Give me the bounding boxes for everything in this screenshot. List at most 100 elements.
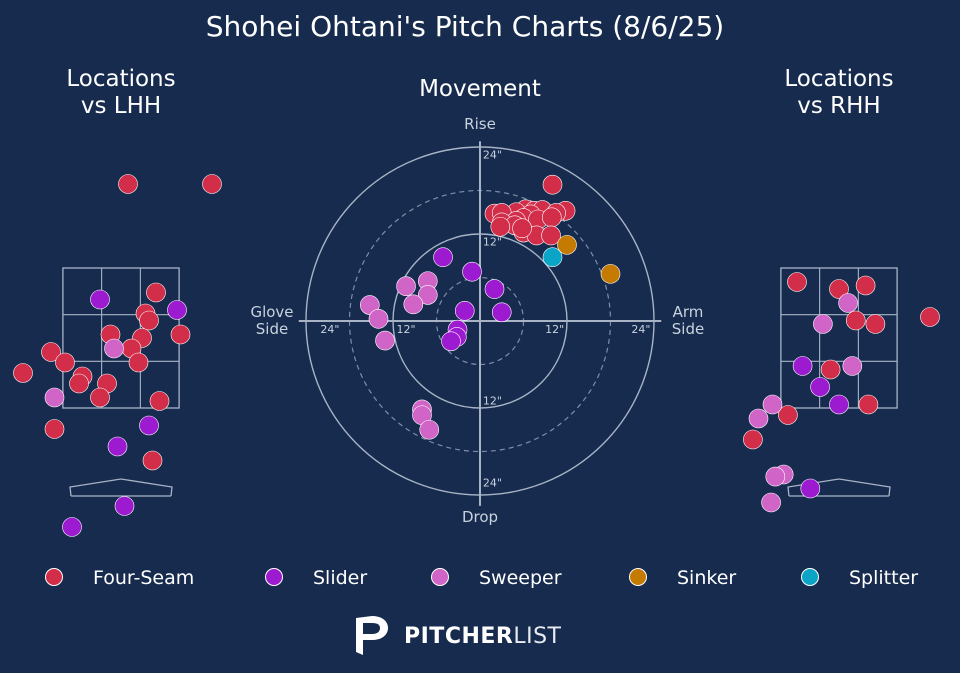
lhh-pitch-point — [55, 352, 75, 373]
movement-label-glove-side-1: Glove — [250, 303, 293, 321]
pitcherlist-wordmark: PITCHERLIST — [404, 624, 562, 649]
lhh-pitch-point — [170, 324, 191, 345]
lhh-pitch-point — [44, 419, 65, 439]
movement-pitch-point — [512, 218, 532, 238]
movement-pitch-point — [403, 294, 424, 315]
movement-pitch-point — [542, 247, 563, 268]
lhh-pitch-point — [149, 391, 170, 411]
lhh-home-plate — [69, 478, 173, 497]
lhh-pitch-point — [90, 289, 110, 310]
legend-label-slider: Slider — [313, 567, 368, 589]
movement-label-drop: Drop — [462, 508, 498, 526]
rhh-pitch-point — [842, 356, 863, 376]
lhh-pitch-point — [69, 373, 89, 394]
lhh-pitch-point — [128, 352, 149, 373]
movement-pitch-point — [541, 207, 562, 228]
movement-title: Movement — [419, 76, 541, 102]
locations-lhh-title-line1: Locations — [66, 66, 176, 92]
legend-marker-sweeper — [431, 568, 449, 586]
rhh-pitch-point — [778, 405, 798, 425]
movement-label-arm-side-2: Side — [672, 320, 704, 338]
movement-pitch-point — [462, 261, 482, 282]
movement-pitch-point — [375, 330, 395, 351]
movement-pitch-point — [542, 174, 563, 195]
movement-pitch-point — [419, 419, 440, 440]
lhh-pitch-point — [13, 363, 33, 383]
lhh-pitch-point — [146, 282, 166, 303]
ring-label-right-12: 12" — [545, 323, 564, 336]
movement-pitch-point — [484, 279, 505, 299]
rhh-pitch-point — [920, 307, 940, 327]
movement-pitch-point — [417, 285, 438, 305]
rhh-home-plate — [787, 478, 891, 497]
movement-pitch-point — [557, 235, 577, 255]
rhh-pitch-point — [761, 492, 781, 513]
ring-label-left-24: 24" — [320, 323, 339, 336]
lhh-pitch-point — [44, 387, 65, 408]
rhh-pitch-point — [820, 359, 841, 380]
legend-marker-four-seam — [45, 568, 63, 586]
rhh-pitch-point — [787, 272, 807, 292]
lhh-pitch-point — [114, 496, 135, 516]
pitcherlist-logo: PITCHERLIST — [350, 612, 590, 658]
rhh-pitch-point — [829, 279, 849, 299]
rhh-pitch-point — [829, 394, 849, 415]
rhh-pitch-point — [800, 478, 821, 499]
legend-marker-slider — [265, 568, 283, 586]
chart-title: Shohei Ohtani's Pitch Charts (8/6/25) — [205, 10, 725, 43]
lhh-pitch-point — [107, 436, 128, 457]
legend: Four-Seam Slider Sweeper Sinker Splitter — [0, 560, 960, 596]
lhh-pitch-point — [41, 342, 61, 362]
rhh-pitch-point — [855, 275, 876, 296]
rhh-pitch-point — [858, 394, 879, 415]
movement-label-rise: Rise — [464, 115, 496, 133]
lhh-pitch-point — [104, 338, 124, 359]
rhh-pitch-point — [748, 408, 769, 429]
ring-label-right-24: 24" — [631, 323, 650, 336]
movement-pitch-point — [454, 301, 475, 321]
pitcherlist-p-icon — [356, 616, 388, 655]
movement-pitch-point — [433, 247, 453, 268]
legend-marker-sinker — [629, 568, 647, 586]
ring-label-bottom-24: 24" — [483, 476, 502, 489]
locations-rhh-title-line2: vs RHH — [797, 93, 881, 119]
locations-lhh-title-line2: vs LHH — [80, 93, 162, 119]
lhh-pitch-point — [118, 174, 138, 194]
lhh-pitch-point — [90, 387, 110, 408]
movement-pitch-point — [368, 309, 389, 329]
legend-label-four-seam: Four-Seam — [93, 567, 195, 589]
locations-rhh-title: Locations vs RHH — [759, 66, 919, 120]
lhh-pitch-point — [142, 450, 163, 471]
rhh-pitch-point — [792, 356, 813, 376]
ring-label-left-12: 12" — [397, 323, 416, 336]
lhh-pitch-point — [62, 517, 82, 537]
logo-word-pitcher: PITCHER — [404, 624, 514, 649]
movement-pitch-point — [441, 331, 461, 352]
ring-label-top-12: 12" — [483, 236, 502, 249]
lhh-pitch-point — [139, 310, 159, 331]
rhh-pitch-point — [838, 293, 858, 313]
pitch-charts-svg: 24" 12" 12" 24" 24" 12" 12" 24" Rise Drop Glove Sid… — [13, 115, 940, 537]
rhh-pitch-point — [743, 429, 763, 450]
movement-pitch-point — [396, 276, 416, 297]
movement-pitch-point — [490, 216, 511, 237]
ring-label-top-24: 24" — [483, 149, 502, 162]
legend-label-sweeper: Sweeper — [479, 567, 562, 589]
movement-label-arm-side-1: Arm — [673, 303, 704, 321]
rhh-pitch-point — [845, 310, 866, 331]
legend-marker-splitter — [801, 568, 819, 586]
locations-lhh-title: Locations vs LHH — [41, 66, 201, 120]
rhh-pitch-point — [865, 314, 886, 334]
logo-word-list: LIST — [513, 624, 562, 649]
lhh-pitch-point — [139, 415, 159, 436]
lhh-pitch-point — [167, 300, 187, 320]
rhh-pitch-point — [762, 394, 783, 415]
movement-pitch-point — [600, 264, 621, 284]
rhh-pitch-point — [765, 466, 786, 487]
legend-label-sinker: Sinker — [677, 567, 737, 589]
rhh-pitch-point — [810, 377, 830, 397]
movement-pitch-point — [491, 302, 512, 323]
lhh-pitch-point — [202, 174, 222, 194]
movement-pitch-point — [541, 225, 561, 246]
ring-label-bottom-12: 12" — [483, 394, 502, 407]
